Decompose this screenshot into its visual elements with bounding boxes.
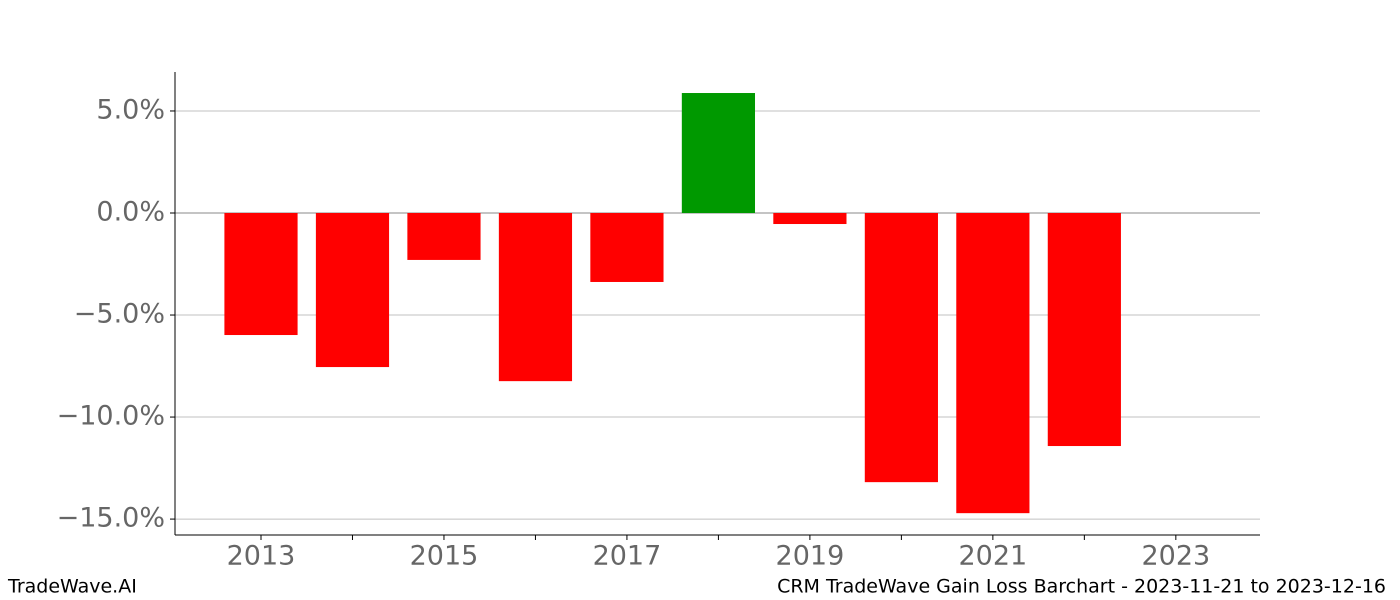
bar <box>498 213 573 382</box>
x-tick-label: 2013 <box>227 541 296 572</box>
bar <box>407 213 481 260</box>
bar <box>1047 213 1121 447</box>
bar <box>315 213 390 368</box>
x-tick-label: 2021 <box>959 541 1028 572</box>
y-tick-label: −5.0% <box>74 299 165 330</box>
bar <box>956 213 1030 514</box>
bar <box>681 93 756 214</box>
footer-right: CRM TradeWave Gain Loss Barchart - 2023-… <box>777 576 1386 598</box>
y-tick-label: 0.0% <box>96 197 165 228</box>
bar <box>224 213 298 336</box>
bar <box>864 213 938 483</box>
bar <box>590 213 664 282</box>
y-tick-label: 5.0% <box>96 94 165 125</box>
x-tick-label: 2019 <box>776 541 845 572</box>
y-tick-label: −10.0% <box>57 401 165 432</box>
x-tick-label: 2023 <box>1141 541 1210 572</box>
x-tick-label: 2017 <box>593 541 662 572</box>
x-tick-label: 2015 <box>410 541 479 572</box>
bar <box>773 213 847 225</box>
y-tick-label: −15.0% <box>57 503 165 534</box>
footer-left: TradeWave.AI <box>7 576 137 598</box>
